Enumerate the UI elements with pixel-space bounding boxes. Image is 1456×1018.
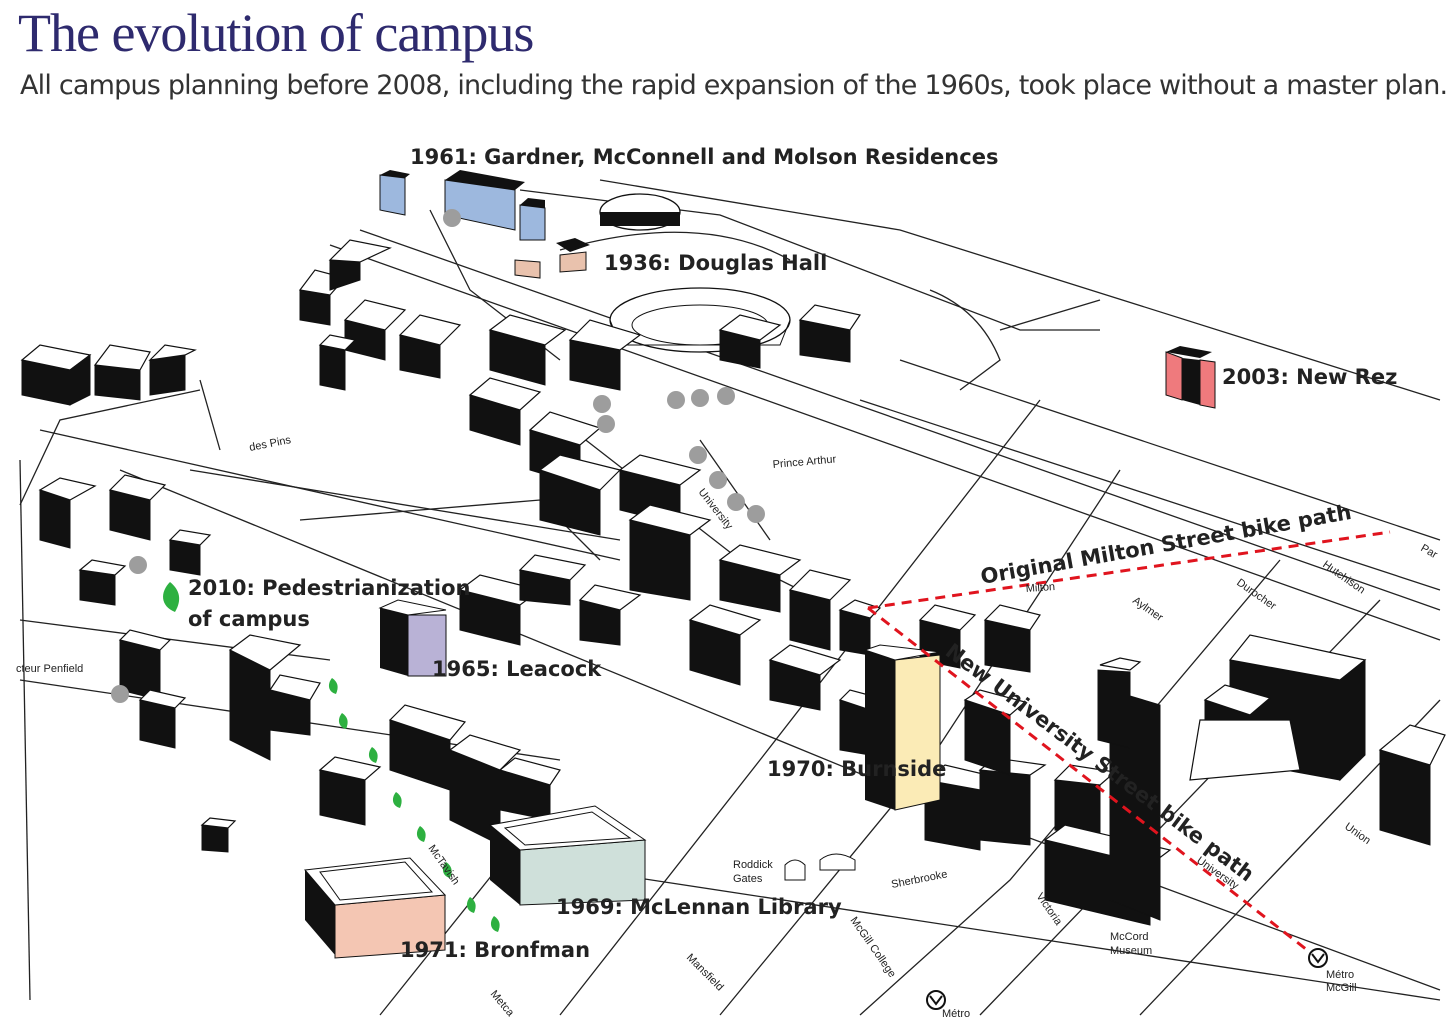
street-milton: Milton bbox=[1025, 581, 1055, 595]
metro-label-1: Métro bbox=[1326, 969, 1354, 981]
street-union: Union bbox=[1342, 821, 1372, 847]
buildings bbox=[20, 239, 1446, 926]
street-sherbrooke: Sherbrooke bbox=[890, 868, 948, 891]
trees bbox=[111, 209, 765, 703]
milton-bike-path bbox=[867, 530, 1391, 610]
roddick-gates bbox=[784, 853, 856, 881]
street-mansfield: Mansfield bbox=[684, 952, 726, 994]
street-penfield: cteur Penfield bbox=[16, 663, 83, 675]
page-title: The evolution of campus bbox=[18, 3, 534, 63]
label-pedestrianization-2: of campus bbox=[188, 607, 310, 631]
metro-label-3: Métro bbox=[942, 1008, 970, 1018]
label-douglas-hall: 1936: Douglas Hall bbox=[604, 251, 827, 275]
street-aylmer: Aylmer bbox=[1130, 595, 1165, 625]
label-residences: 1961: Gardner, McConnell and Molson Resi… bbox=[410, 145, 998, 169]
street-metcalfe: Metca bbox=[488, 988, 517, 1018]
mccord-label-1: McCord bbox=[1110, 931, 1149, 943]
metro-label-2: McGill bbox=[1326, 982, 1357, 994]
building-labels: 1961: Gardner, McConnell and Molson Resi… bbox=[188, 145, 1397, 962]
douglas-hall-building bbox=[514, 238, 590, 279]
roddick-label-1: Roddick bbox=[733, 859, 773, 871]
street-park: Par bbox=[1419, 542, 1440, 561]
street-des-pins: des Pins bbox=[248, 434, 292, 454]
street-prince-arthur: Prince Arthur bbox=[772, 453, 837, 471]
bronfman-building bbox=[304, 857, 447, 959]
label-new-rez: 2003: New Rez bbox=[1222, 365, 1397, 389]
roddick-label-2: Gates bbox=[733, 873, 763, 885]
bike-paths bbox=[867, 530, 1391, 962]
mclennan-library-building bbox=[488, 805, 647, 906]
burnside-building bbox=[863, 644, 941, 811]
page-subtitle: All campus planning before 2008, includi… bbox=[20, 70, 1448, 101]
new-rez-building bbox=[1165, 346, 1216, 409]
street-mcgill-college: McGill College bbox=[848, 915, 899, 980]
label-pedestrianization-1: 2010: Pedestrianization bbox=[188, 576, 471, 600]
leacock-building bbox=[378, 599, 447, 677]
mccord-label-2: Museum bbox=[1110, 945, 1152, 957]
university-bike-path bbox=[867, 606, 1321, 962]
label-leacock: 1965: Leacock bbox=[432, 657, 602, 681]
pedestrian-leaves bbox=[163, 582, 500, 932]
highlighted-buildings bbox=[304, 170, 1216, 959]
label-mclennan: 1969: McLennan Library bbox=[556, 895, 842, 919]
residences-building bbox=[379, 170, 546, 241]
label-burnside: 1970: Burnside bbox=[767, 757, 946, 781]
metro-icons bbox=[926, 948, 1328, 1010]
label-bronfman: 1971: Bronfman bbox=[400, 938, 590, 962]
